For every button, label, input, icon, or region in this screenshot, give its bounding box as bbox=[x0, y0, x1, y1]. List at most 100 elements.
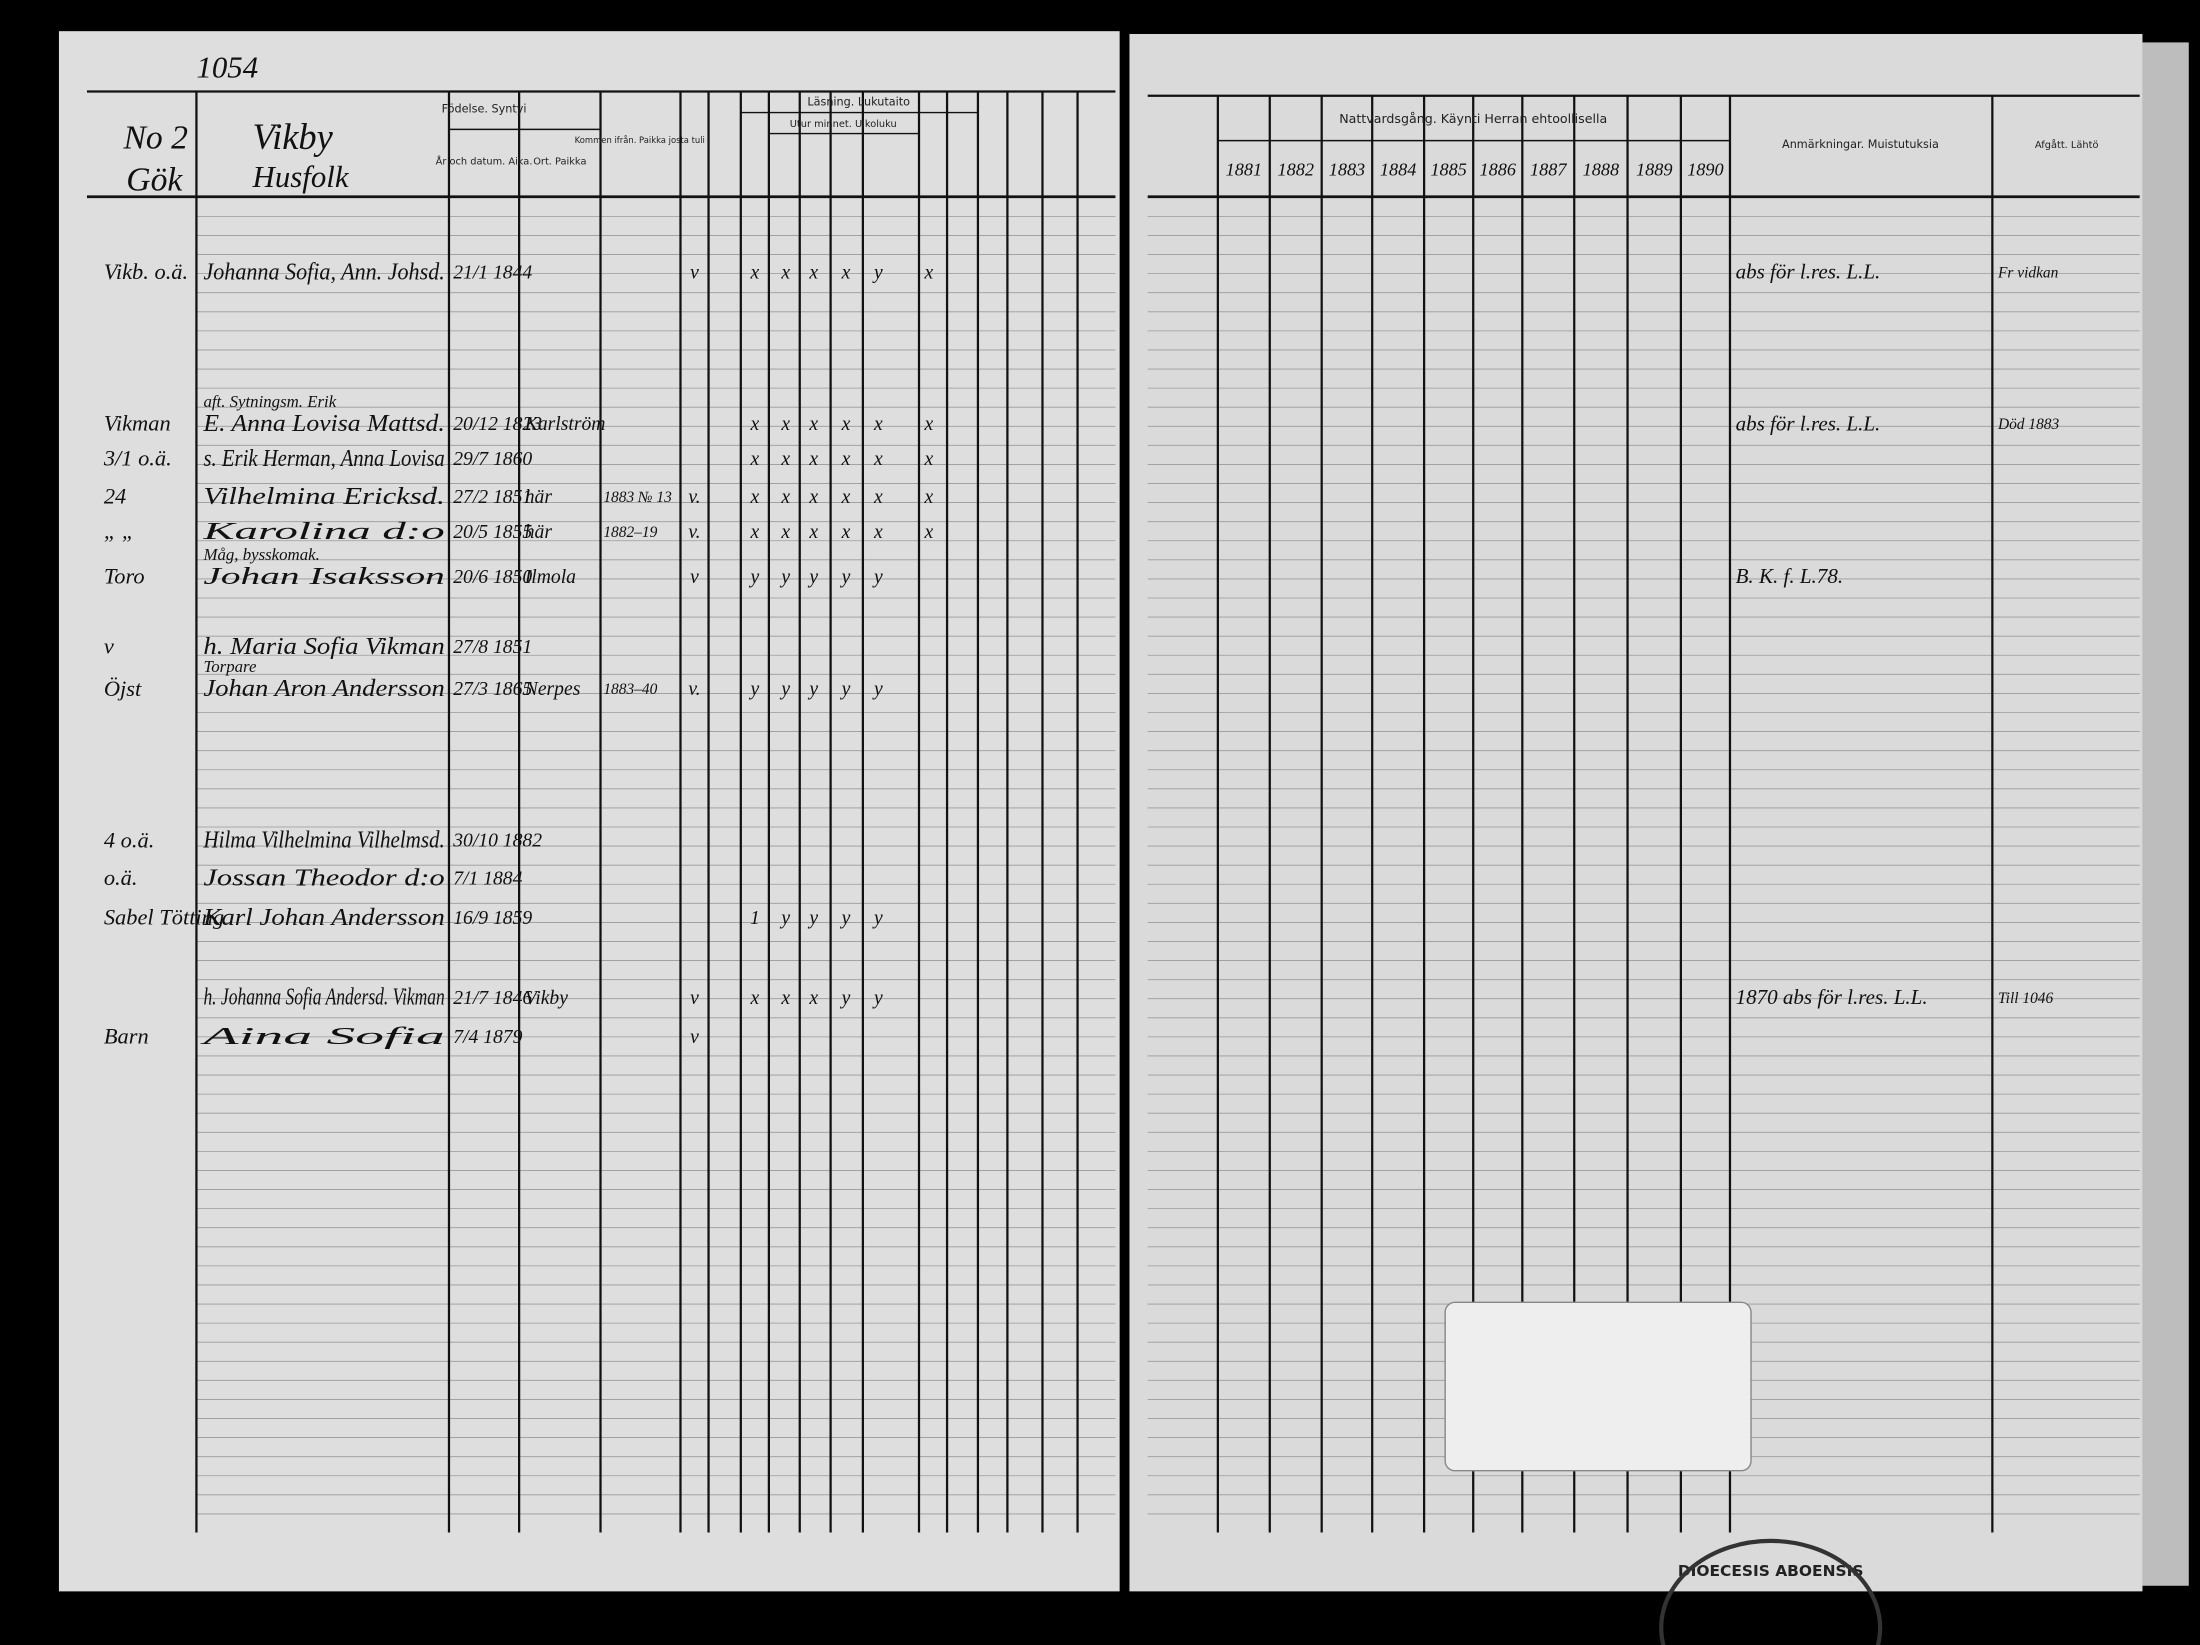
reading-mark: y bbox=[807, 907, 818, 929]
row-name: Johan Aron Andersson bbox=[203, 676, 444, 702]
row-margin: 3/1 o.ä. bbox=[103, 446, 172, 471]
row-margin: v bbox=[104, 634, 114, 659]
reading-mark: y bbox=[872, 566, 883, 588]
reading-mark: v bbox=[690, 1026, 699, 1048]
reading-mark: y bbox=[872, 907, 883, 929]
year-header: 1885 bbox=[1430, 160, 1466, 180]
row-departed: Död 1883 bbox=[1997, 416, 2060, 433]
seal-ring bbox=[1659, 1538, 1883, 1645]
year-header: 1881 bbox=[1226, 160, 1262, 180]
page-number: 1054 bbox=[196, 51, 258, 85]
reading-mark: x bbox=[780, 448, 790, 470]
row-margin: Sabel Tötting bbox=[104, 904, 224, 929]
row-born: 20/6 1850 bbox=[453, 566, 532, 588]
reading-mark: y bbox=[872, 261, 883, 283]
header-communion: Nattvardsgång. Käynti Herran ehtoollisel… bbox=[1339, 111, 1607, 126]
row-name: Vilhelmina Ericksd. bbox=[203, 484, 444, 510]
row-departed: Fr vidkan bbox=[1997, 264, 2059, 281]
row-margin: Öjst bbox=[104, 676, 142, 701]
reading-mark: x bbox=[780, 486, 790, 508]
reading-mark: x bbox=[923, 413, 933, 435]
row-place: Vikby bbox=[525, 987, 569, 1009]
row-margin: „ „ bbox=[104, 519, 135, 544]
row-margin: Vikman bbox=[104, 411, 171, 436]
row-remarks: abs för l.res. L.L. bbox=[1736, 260, 1881, 284]
row-born: 27/3 1865 bbox=[453, 678, 532, 700]
farm-name: Gök bbox=[126, 161, 183, 198]
header-departed: Afgått. Lähtö bbox=[2035, 138, 2099, 151]
year-header: 1883 bbox=[1329, 160, 1365, 180]
year-header: 1889 bbox=[1636, 160, 1672, 180]
row-margin: 24 bbox=[104, 484, 126, 509]
row-born: 16/9 1859 bbox=[453, 907, 532, 929]
reading-mark: x bbox=[873, 448, 883, 470]
reading-mark: x bbox=[749, 987, 759, 1009]
seal-text: DIOECESIS ABOENSIS bbox=[1678, 1562, 1864, 1580]
row-note: Måg, bysskomak. bbox=[202, 545, 319, 564]
village-number: No 2 bbox=[122, 119, 188, 156]
row-name: Johanna Sofia, Ann. Johsd. bbox=[203, 259, 444, 285]
ruling bbox=[86, 90, 2140, 1533]
row-name: s. Erik Herman, Anna Lovisa bbox=[203, 446, 444, 472]
reading-mark: x bbox=[808, 521, 818, 543]
header-by-heart: Utur minnet. Ulkoluku bbox=[790, 119, 897, 130]
row-margin: Toro bbox=[104, 564, 145, 589]
reading-mark: x bbox=[923, 448, 933, 470]
reading-mark: x bbox=[780, 261, 790, 283]
year-header: 1888 bbox=[1583, 160, 1619, 180]
row-name: h. Maria Sofia Vikman bbox=[203, 634, 444, 660]
reading-mark: x bbox=[780, 521, 790, 543]
row-moved-from: 1882–19 bbox=[603, 524, 657, 541]
reading-mark: x bbox=[873, 521, 883, 543]
reading-mark: v. bbox=[688, 486, 700, 508]
reading-mark: x bbox=[923, 486, 933, 508]
row-name: Jossan Theodor d:o bbox=[203, 865, 444, 891]
row-name: Karolina d:o bbox=[201, 519, 444, 545]
reading-mark: y bbox=[779, 566, 790, 588]
header-reading: Läsning. Lukutaito bbox=[807, 96, 910, 109]
reading-mark: y bbox=[779, 678, 790, 700]
row-note: Torpare bbox=[203, 657, 257, 676]
year-header: 1884 bbox=[1380, 160, 1416, 180]
row-note: aft. Sytningsm. Erik bbox=[203, 392, 336, 411]
year-header: 1886 bbox=[1480, 160, 1517, 180]
row-born: 21/7 1846 bbox=[453, 987, 532, 1009]
reading-mark: x bbox=[873, 486, 883, 508]
household: Husfolk bbox=[252, 160, 350, 194]
row-born: 29/7 1860 bbox=[453, 448, 532, 470]
reading-mark: x bbox=[780, 987, 790, 1009]
header-birth-date: År och datum. Aika. bbox=[436, 155, 533, 168]
reading-mark: y bbox=[748, 566, 759, 588]
reading-mark: y bbox=[807, 678, 818, 700]
reading-mark: y bbox=[807, 566, 818, 588]
row-born: 20/5 1855 bbox=[453, 521, 532, 543]
header-moved-from: Kommen ifrån. Paikka josta tuli bbox=[575, 135, 705, 145]
header-remarks: Anmärkningar. Muistutuksia bbox=[1782, 138, 1939, 151]
row-remarks: 1870 abs för l.res. L.L. bbox=[1736, 985, 1928, 1009]
reading-mark: x bbox=[749, 448, 759, 470]
row-name: Karl Johan Andersson bbox=[202, 905, 444, 931]
row-margin: Vikb. o.ä. bbox=[104, 259, 188, 284]
row-name: Aina Sofia bbox=[199, 1024, 445, 1050]
year-header: 1882 bbox=[1278, 160, 1314, 180]
row-born: 30/10 1882 bbox=[452, 830, 542, 852]
row-born: 27/8 1851 bbox=[453, 636, 532, 658]
reading-mark: y bbox=[840, 678, 851, 700]
reading-mark: v bbox=[690, 261, 699, 283]
reading-mark: x bbox=[780, 413, 790, 435]
reading-mark: x bbox=[841, 261, 851, 283]
row-departed: Till 1046 bbox=[1998, 990, 2054, 1007]
row-place: här bbox=[525, 486, 553, 508]
reading-mark: x bbox=[873, 413, 883, 435]
village-name: Vikby bbox=[253, 117, 334, 157]
header-birth-place: Ort. Paikka bbox=[533, 157, 586, 168]
row-moved-from: 1883–40 bbox=[603, 681, 657, 698]
row-place: här bbox=[525, 521, 553, 543]
reading-mark: x bbox=[841, 448, 851, 470]
reading-mark: 1 bbox=[750, 907, 760, 929]
row-name: h. Johanna Sofia Andersd. Vikman bbox=[203, 985, 444, 1011]
reading-mark: x bbox=[841, 486, 851, 508]
reading-mark: x bbox=[923, 261, 933, 283]
